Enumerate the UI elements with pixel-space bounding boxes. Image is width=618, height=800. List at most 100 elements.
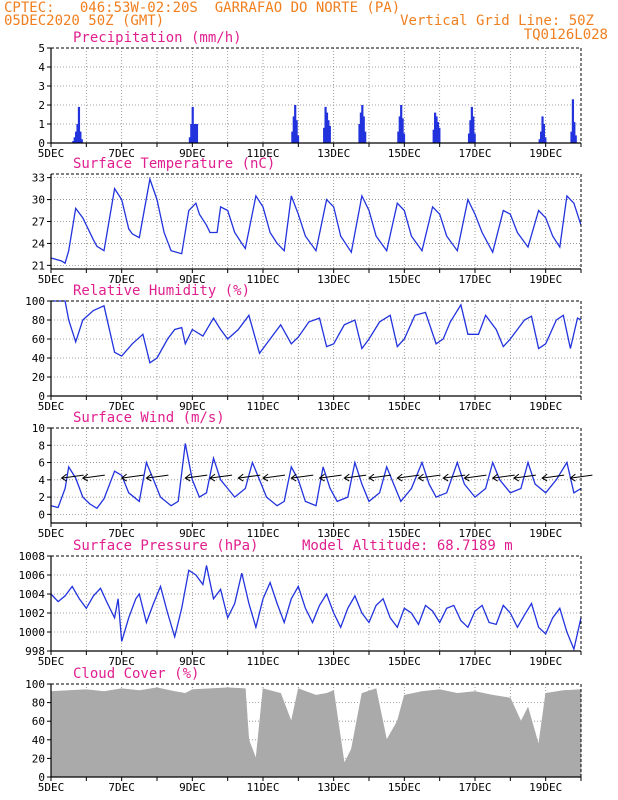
x-tick-label: 9DEC — [179, 273, 206, 286]
y-tick-label: 40 — [32, 734, 45, 747]
cloud-area-segment — [538, 693, 546, 778]
wind-arrow-shaft — [368, 474, 392, 479]
precip-bar — [191, 106, 194, 143]
wind-arrow-head — [541, 473, 548, 482]
y-tick-label: 998 — [25, 645, 45, 658]
y-tick-label: 2 — [38, 491, 45, 504]
cloud-area-segment — [68, 689, 87, 778]
series-line — [50, 443, 582, 510]
cloud-area-segment — [510, 697, 522, 778]
x-tick-label: 15DEC — [388, 527, 421, 540]
y-tick-label: 100 — [25, 678, 45, 691]
wind-arrow-shaft — [262, 474, 286, 479]
precip-bar — [361, 105, 364, 143]
cloud-area-segment — [121, 688, 140, 778]
cloud-area-segment — [351, 693, 363, 778]
y-tick-label: 1000 — [19, 626, 46, 639]
y-tick-label: 24 — [32, 237, 46, 250]
x-tick-label: 19DEC — [529, 781, 562, 794]
panel-title: Surface Temperature (nC) — [73, 156, 275, 172]
cloud-area-segment — [333, 690, 345, 778]
cloud-area-segment — [457, 691, 476, 778]
wind-arrow-head — [81, 473, 89, 482]
x-tick-label: 9DEC — [179, 147, 206, 160]
x-tick-label: 7DEC — [108, 527, 135, 540]
header-line1: CPTEC: 046:53W-02:20S GARRAFAO DO NORTE … — [4, 0, 401, 16]
y-tick-label: 0 — [38, 508, 45, 521]
x-tick-label: 11DEC — [246, 400, 279, 413]
precip-bar — [397, 131, 400, 143]
x-tick-label: 9DEC — [179, 527, 206, 540]
x-tick-label: 7DEC — [108, 781, 135, 794]
cloud-area-segment — [174, 691, 186, 778]
y-tick-label: 30 — [32, 194, 45, 207]
precip-bar — [473, 133, 476, 143]
y-tick-label: 40 — [32, 352, 45, 365]
x-tick-label: 7DEC — [108, 147, 135, 160]
x-tick-label: 9DEC — [179, 655, 206, 668]
cloud-area-segment — [139, 687, 158, 778]
wind-arrow-head — [60, 473, 67, 482]
cloud-area-segment — [361, 688, 377, 778]
x-tick-label: 13DEC — [317, 781, 350, 794]
x-tick-label: 13DEC — [317, 147, 350, 160]
series-line — [50, 565, 582, 652]
precip-bar — [190, 124, 193, 143]
y-tick-label: 3 — [38, 80, 45, 93]
y-tick-label: 80 — [32, 314, 45, 327]
precip-bar — [292, 116, 295, 143]
x-tick-label: 13DEC — [317, 655, 350, 668]
wind-arrow-shaft — [146, 474, 169, 479]
x-tick-label: 13DEC — [317, 527, 350, 540]
precip-bar — [359, 112, 363, 143]
x-tick-label: 17DEC — [458, 527, 491, 540]
wind-arrow-shaft — [397, 474, 420, 479]
precip-bar — [467, 133, 471, 143]
cloud-area-segment — [86, 689, 105, 778]
wind-arrow-head — [396, 473, 403, 482]
series-line — [51, 300, 582, 364]
x-tick-label: 15DEC — [388, 781, 421, 794]
cloud-area-segment — [280, 693, 292, 778]
cloud-area-segment — [315, 693, 327, 778]
cloud-area-segment — [156, 687, 175, 778]
precip-bar — [75, 131, 78, 143]
y-tick-label: 0 — [38, 390, 45, 403]
wind-arrow-head — [491, 473, 498, 482]
wind-arrow-shaft — [443, 474, 466, 479]
x-tick-label: 11DEC — [246, 147, 279, 160]
wind-arrow-shaft — [492, 474, 515, 479]
x-tick-label: 15DEC — [388, 400, 421, 413]
cloud-area-segment — [50, 690, 69, 778]
y-tick-label: 2 — [38, 99, 45, 112]
precip-bar — [80, 139, 83, 143]
precip-bar — [538, 139, 541, 143]
y-tick-label: 60 — [32, 333, 45, 346]
y-tick-label: 20 — [32, 371, 45, 384]
wind-arrow-shaft — [319, 474, 342, 479]
cloud-area-segment — [103, 688, 122, 778]
precip-bar — [400, 105, 403, 143]
cloud-area-segment — [375, 688, 387, 778]
x-tick-label: 15DEC — [388, 147, 421, 160]
y-tick-label: 1 — [38, 118, 45, 131]
precip-bar — [435, 116, 438, 143]
x-tick-label: 19DEC — [529, 400, 562, 413]
wind-arrow-shaft — [61, 474, 84, 479]
wind-arrow-shaft — [513, 474, 536, 479]
cloud-area-segment — [262, 688, 281, 778]
cloud-area-segment — [185, 689, 193, 778]
cloud-area-segment — [245, 688, 250, 778]
panel-title: Precipitation (mm/h) — [73, 30, 242, 46]
wind-arrow-shaft — [82, 474, 105, 479]
panel-annotation: Model Altitude: 68.7189 m — [302, 538, 513, 554]
x-tick-label: 19DEC — [529, 273, 562, 286]
cloud-area-segment — [520, 707, 529, 778]
y-tick-label: 5 — [38, 42, 45, 55]
wind-arrow-head — [145, 473, 152, 482]
header-model-code: TQ0126L028 — [523, 27, 608, 43]
cloud-area-segment — [344, 748, 352, 778]
precip-bar — [296, 135, 300, 143]
precip-bar — [188, 137, 191, 143]
y-tick-label: 20 — [32, 752, 45, 765]
